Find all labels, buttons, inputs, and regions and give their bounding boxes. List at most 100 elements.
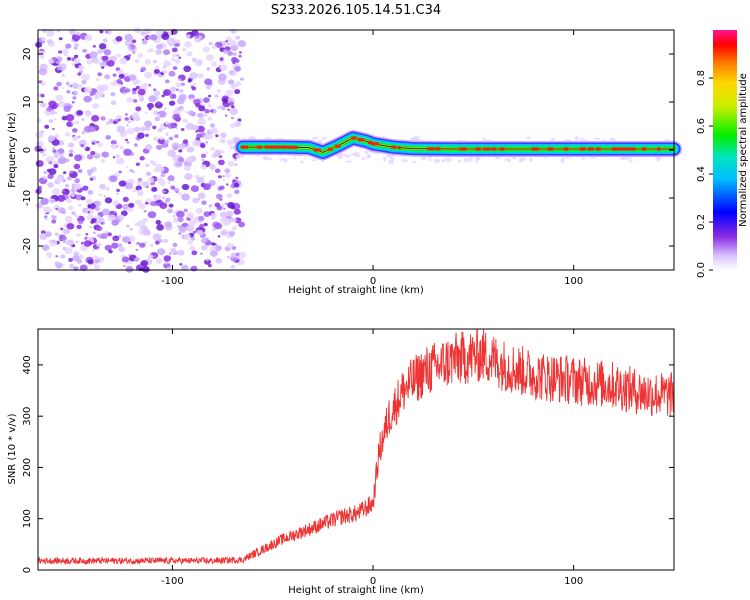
- ridge-peak: [313, 148, 321, 152]
- noise-speck: [94, 258, 101, 264]
- noise-speck: [215, 245, 222, 251]
- noise-speck: [216, 106, 220, 109]
- noise-speck: [143, 82, 148, 87]
- noise-speck: [226, 210, 234, 217]
- noise-speck: [101, 66, 105, 69]
- noise-speck: [41, 152, 47, 157]
- noise-speck: [192, 57, 197, 63]
- snr-panel: -100 0 100 0 100 200 300 400 Height of straight…: [7, 328, 675, 596]
- noise-speck: [190, 97, 195, 102]
- noise-speck: [71, 101, 75, 104]
- noise-speck: [71, 194, 75, 197]
- halo-speck: [300, 160, 304, 164]
- noise-speck: [163, 239, 169, 243]
- y-tick-label: 0: [22, 147, 33, 153]
- noise-speck: [47, 182, 54, 188]
- noise-speck: [108, 249, 113, 254]
- noise-speck: [67, 205, 74, 211]
- noise-speck: [140, 66, 147, 72]
- noise-speck: [195, 137, 200, 141]
- noise-speck: [44, 124, 50, 129]
- noise-speck: [161, 94, 165, 98]
- noise-speck: [118, 73, 125, 79]
- noise-speck: [207, 104, 212, 108]
- ridge-peak: [272, 145, 281, 149]
- noise-speck: [201, 153, 207, 158]
- noise-speck: [173, 218, 179, 223]
- noise-speck: [218, 159, 225, 166]
- noise-speck: [86, 199, 93, 205]
- noise-speck: [46, 39, 53, 44]
- noise-speck: [72, 135, 79, 141]
- halo-speck: [433, 159, 441, 163]
- noise-speck: [87, 211, 91, 214]
- noise-speck: [151, 161, 157, 166]
- noise-speck: [200, 117, 204, 121]
- colorbar-axes: 0.0 0.2 0.4 0.6 0.8: [696, 70, 713, 278]
- noise-speck: [176, 210, 185, 218]
- y-tick-label: 300: [22, 407, 33, 426]
- noise-speck: [87, 259, 94, 265]
- noise-speck: [46, 107, 52, 112]
- noise-speck: [169, 86, 177, 92]
- noise-speck: [139, 267, 144, 272]
- noise-speck: [183, 233, 191, 241]
- noise-speck: [204, 108, 210, 114]
- noise-speck: [231, 218, 237, 223]
- noise-speck: [81, 130, 85, 133]
- noise-speck: [112, 200, 119, 206]
- noise-speck: [65, 43, 72, 49]
- noise-speck: [196, 133, 203, 139]
- noise-speck: [124, 117, 129, 121]
- noise-speck: [92, 249, 96, 252]
- ridge-peak: [240, 145, 248, 149]
- noise-speck: [226, 255, 231, 259]
- noise-speck: [89, 241, 93, 245]
- noise-speck: [38, 68, 48, 76]
- ridge-peak: [499, 147, 505, 151]
- ridge-peak: [264, 145, 274, 149]
- noise-speck: [158, 166, 165, 172]
- noise-speck: [75, 240, 79, 244]
- noise-speck: [158, 110, 167, 118]
- noise-speck: [48, 209, 53, 213]
- noise-speck: [180, 107, 184, 110]
- noise-speck: [197, 112, 204, 119]
- ridge-peak: [334, 144, 341, 148]
- noise-speck: [150, 182, 154, 186]
- halo-speck: [367, 154, 371, 159]
- halo-speck: [342, 153, 347, 156]
- noise-speck: [204, 223, 208, 227]
- noise-speck: [186, 212, 194, 219]
- noise-speck: [54, 232, 59, 237]
- noise-speck: [52, 188, 61, 196]
- ridge-peak: [587, 147, 594, 151]
- x-tick-label: 100: [564, 576, 583, 587]
- noise-speck: [99, 30, 104, 34]
- noise-speck: [78, 64, 85, 71]
- noise-speck: [71, 91, 75, 94]
- noise-speck: [132, 170, 135, 174]
- noise-speck: [135, 248, 139, 251]
- noise-speck: [157, 138, 165, 145]
- noise-speck: [155, 49, 163, 55]
- noise-speck: [145, 144, 153, 151]
- noise-speck: [142, 266, 150, 273]
- noise-speck: [134, 199, 141, 205]
- noise-speck: [215, 134, 219, 138]
- noise-speck: [56, 66, 62, 71]
- noise-speck: [86, 154, 94, 160]
- noise-speck: [231, 105, 235, 109]
- ridge-peak: [626, 147, 636, 151]
- halo-speck: [560, 158, 565, 164]
- noise-speck: [146, 102, 154, 109]
- noise-speck: [163, 60, 172, 67]
- noise-speck: [182, 110, 185, 113]
- ridge-peak: [327, 147, 333, 151]
- noise-speck: [219, 185, 225, 190]
- noise-speck: [104, 74, 111, 80]
- halo-speck: [262, 155, 268, 160]
- noise-speck: [129, 228, 133, 231]
- spectrogram-marks: [34, 27, 682, 273]
- colorbar-tick-label: 0.8: [696, 70, 707, 86]
